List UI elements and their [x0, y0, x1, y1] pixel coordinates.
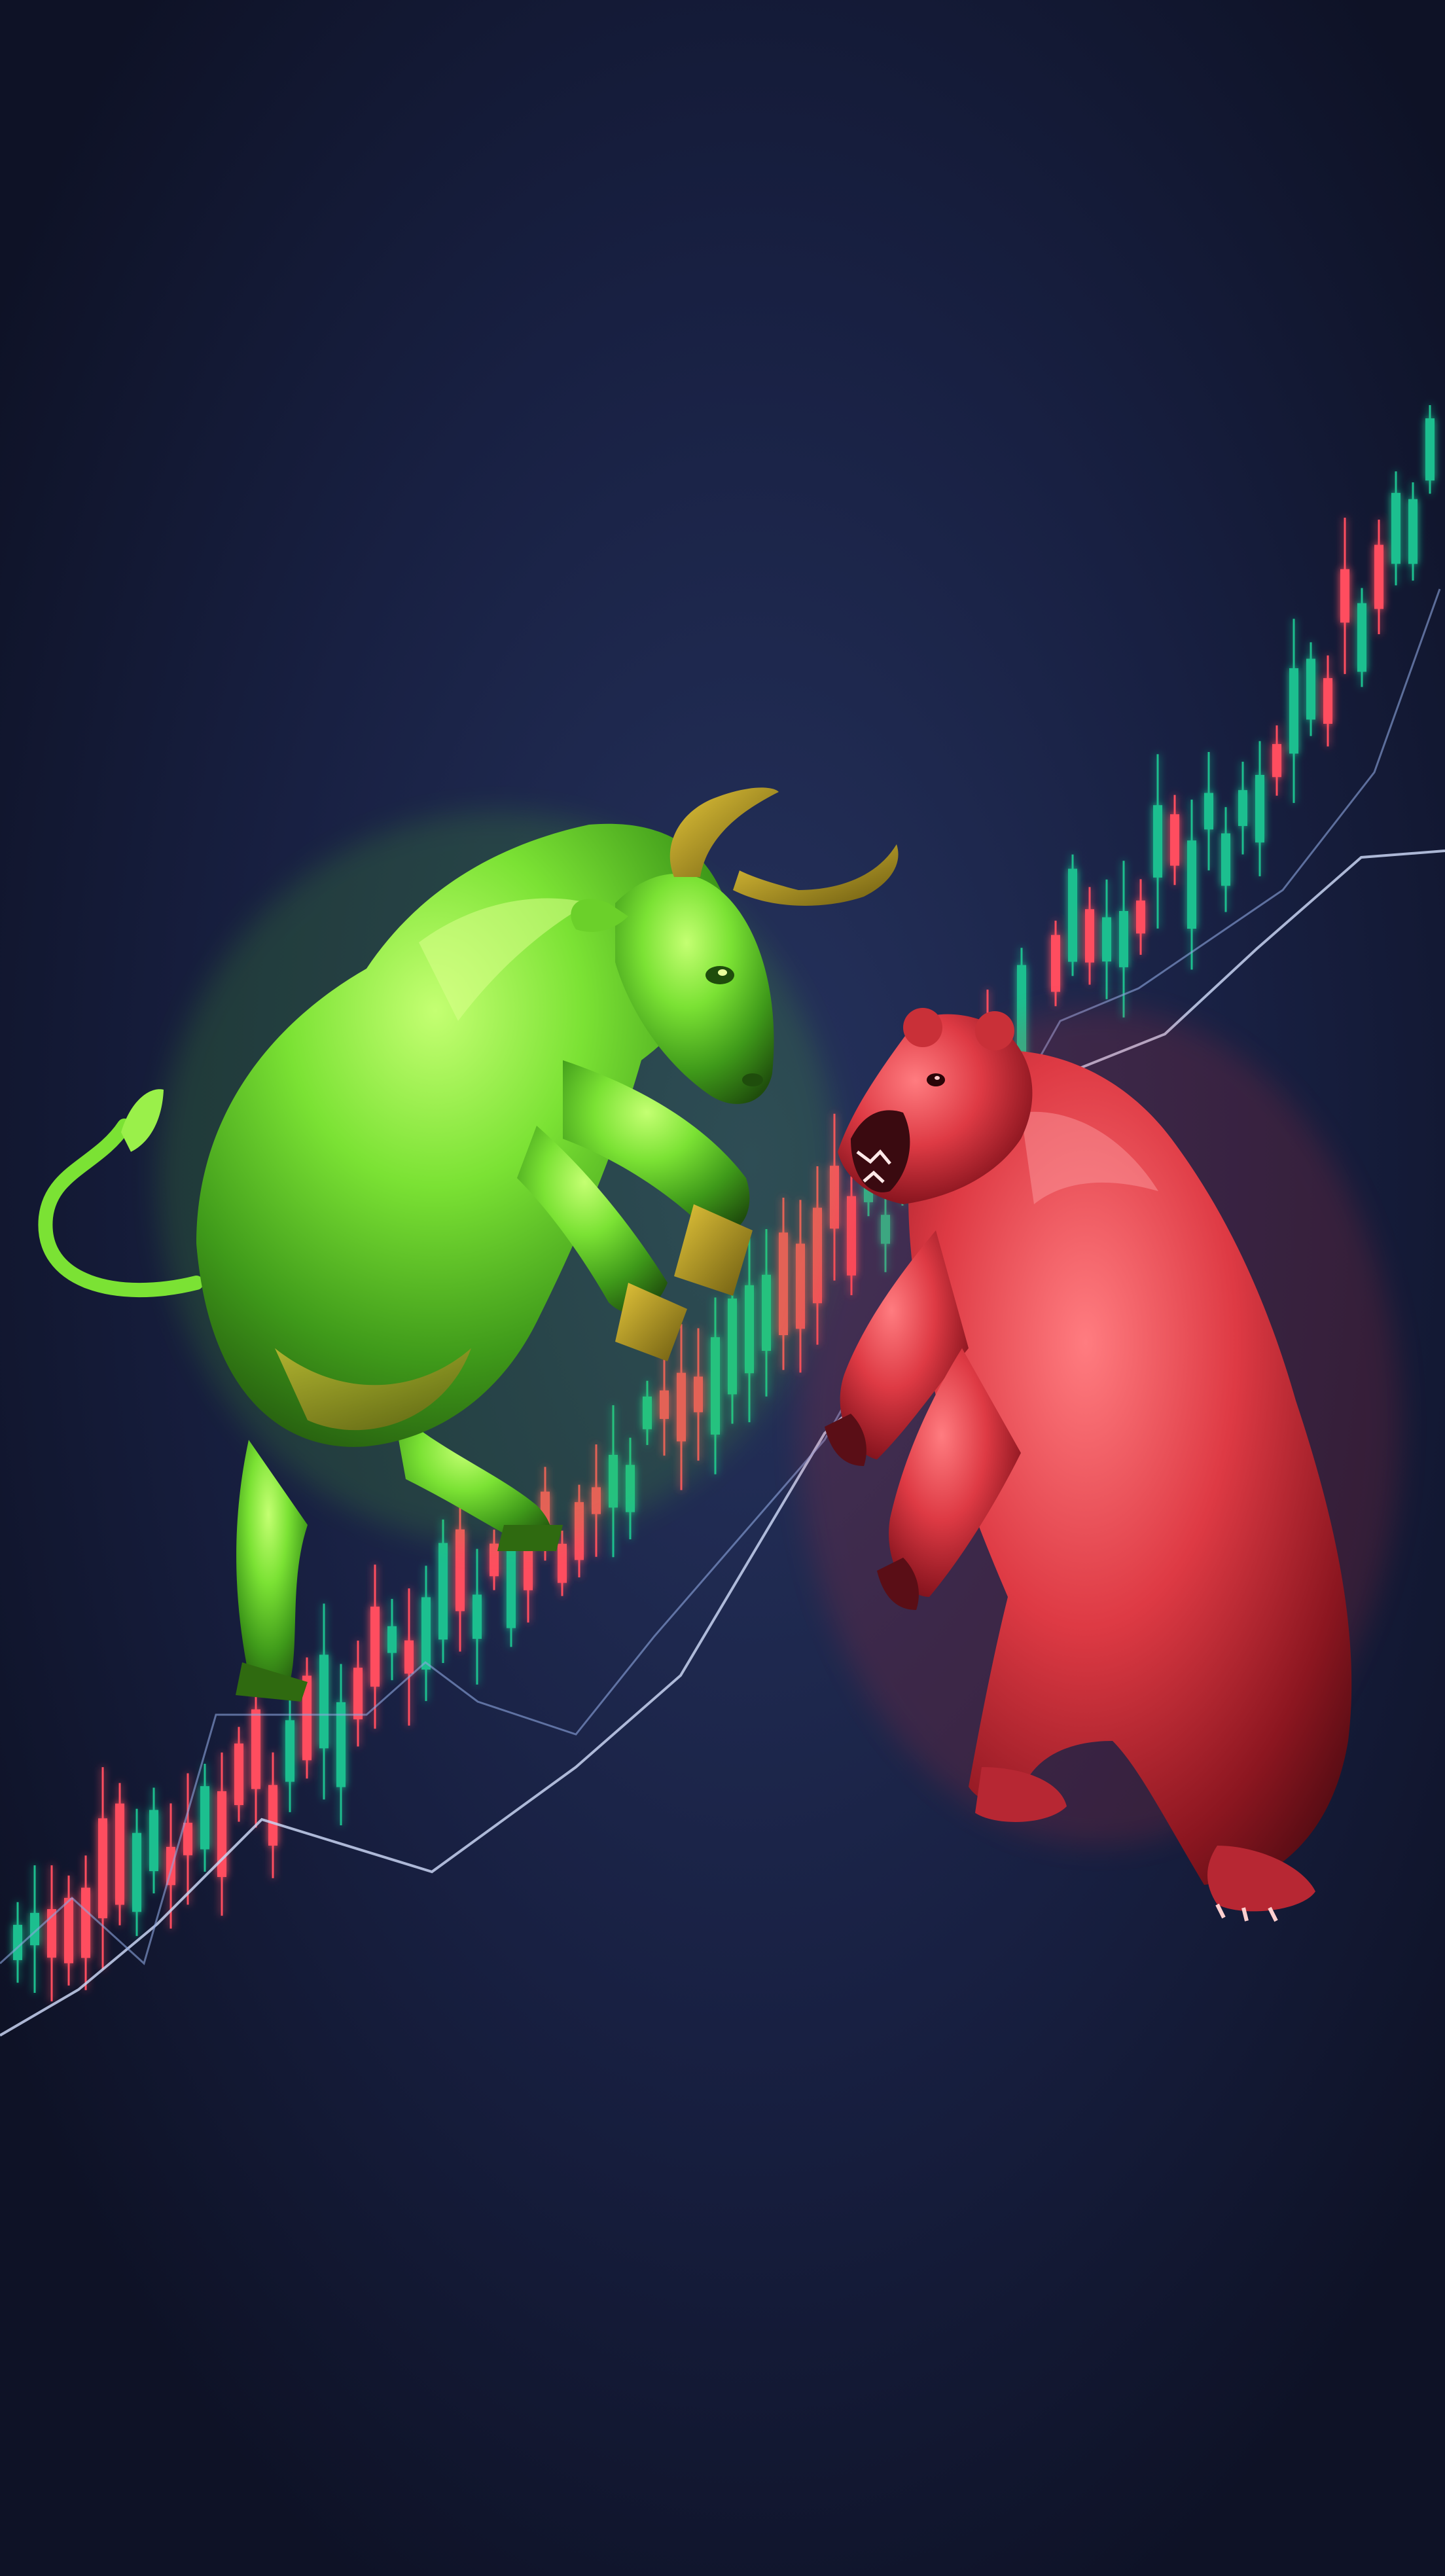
candle-body: [149, 1810, 158, 1871]
candle-body: [200, 1786, 209, 1850]
candle-body: [1170, 814, 1179, 866]
candle-body: [47, 1909, 56, 1958]
candle-body: [1051, 935, 1060, 992]
candle-body: [1408, 499, 1418, 564]
candle-body: [404, 1640, 414, 1674]
trend-line-secondary: [0, 588, 1441, 1965]
candle-body: [1221, 833, 1230, 886]
candle-body: [1204, 793, 1213, 830]
candle-body: [1340, 569, 1349, 623]
candle-body: [387, 1626, 397, 1653]
candle-body: [524, 1542, 533, 1590]
candle-body: [1187, 840, 1196, 929]
candle-body: [1391, 493, 1400, 564]
candle-body: [1425, 418, 1435, 481]
candle-body: [1119, 910, 1128, 967]
candle-body: [302, 1675, 312, 1761]
candle-body: [1323, 678, 1332, 724]
candle-body: [13, 1925, 22, 1960]
candle-body: [1238, 790, 1247, 827]
candle-body: [1272, 743, 1281, 778]
candle-body: [490, 1543, 499, 1577]
candle-body: [64, 1897, 73, 1963]
candle-body: [1085, 909, 1094, 963]
bear-figure: [825, 1008, 1352, 1922]
candle-body: [336, 1702, 346, 1787]
candle-body: [1068, 868, 1077, 962]
candle-body: [455, 1529, 465, 1611]
candle-body: [285, 1720, 294, 1782]
candle-body: [132, 1833, 141, 1912]
candle-body: [1289, 668, 1298, 754]
candle-body: [438, 1543, 448, 1640]
candle-body: [558, 1543, 567, 1583]
bull-figure: [38, 787, 899, 1702]
candle-body: [353, 1668, 363, 1720]
candle-body: [1255, 775, 1264, 843]
candle-body: [115, 1803, 124, 1905]
candle-body: [251, 1709, 260, 1789]
candle-body: [30, 1912, 39, 1946]
candle-body: [1153, 805, 1162, 878]
candle-body: [81, 1887, 90, 1958]
candle-body: [1357, 603, 1366, 672]
candle-body: [1136, 900, 1145, 934]
candle-body: [1374, 545, 1383, 609]
candle-body: [507, 1535, 516, 1628]
candle-body: [1306, 658, 1315, 720]
candle-body: [268, 1785, 277, 1846]
candle-body: [234, 1744, 243, 1806]
candle-body: [421, 1597, 431, 1670]
candle-body: [98, 1818, 107, 1919]
candle-body: [370, 1606, 380, 1687]
candle-body: [1102, 917, 1111, 962]
candle-body: [473, 1594, 482, 1639]
candle-body: [183, 1823, 192, 1855]
candle-body: [319, 1655, 329, 1749]
